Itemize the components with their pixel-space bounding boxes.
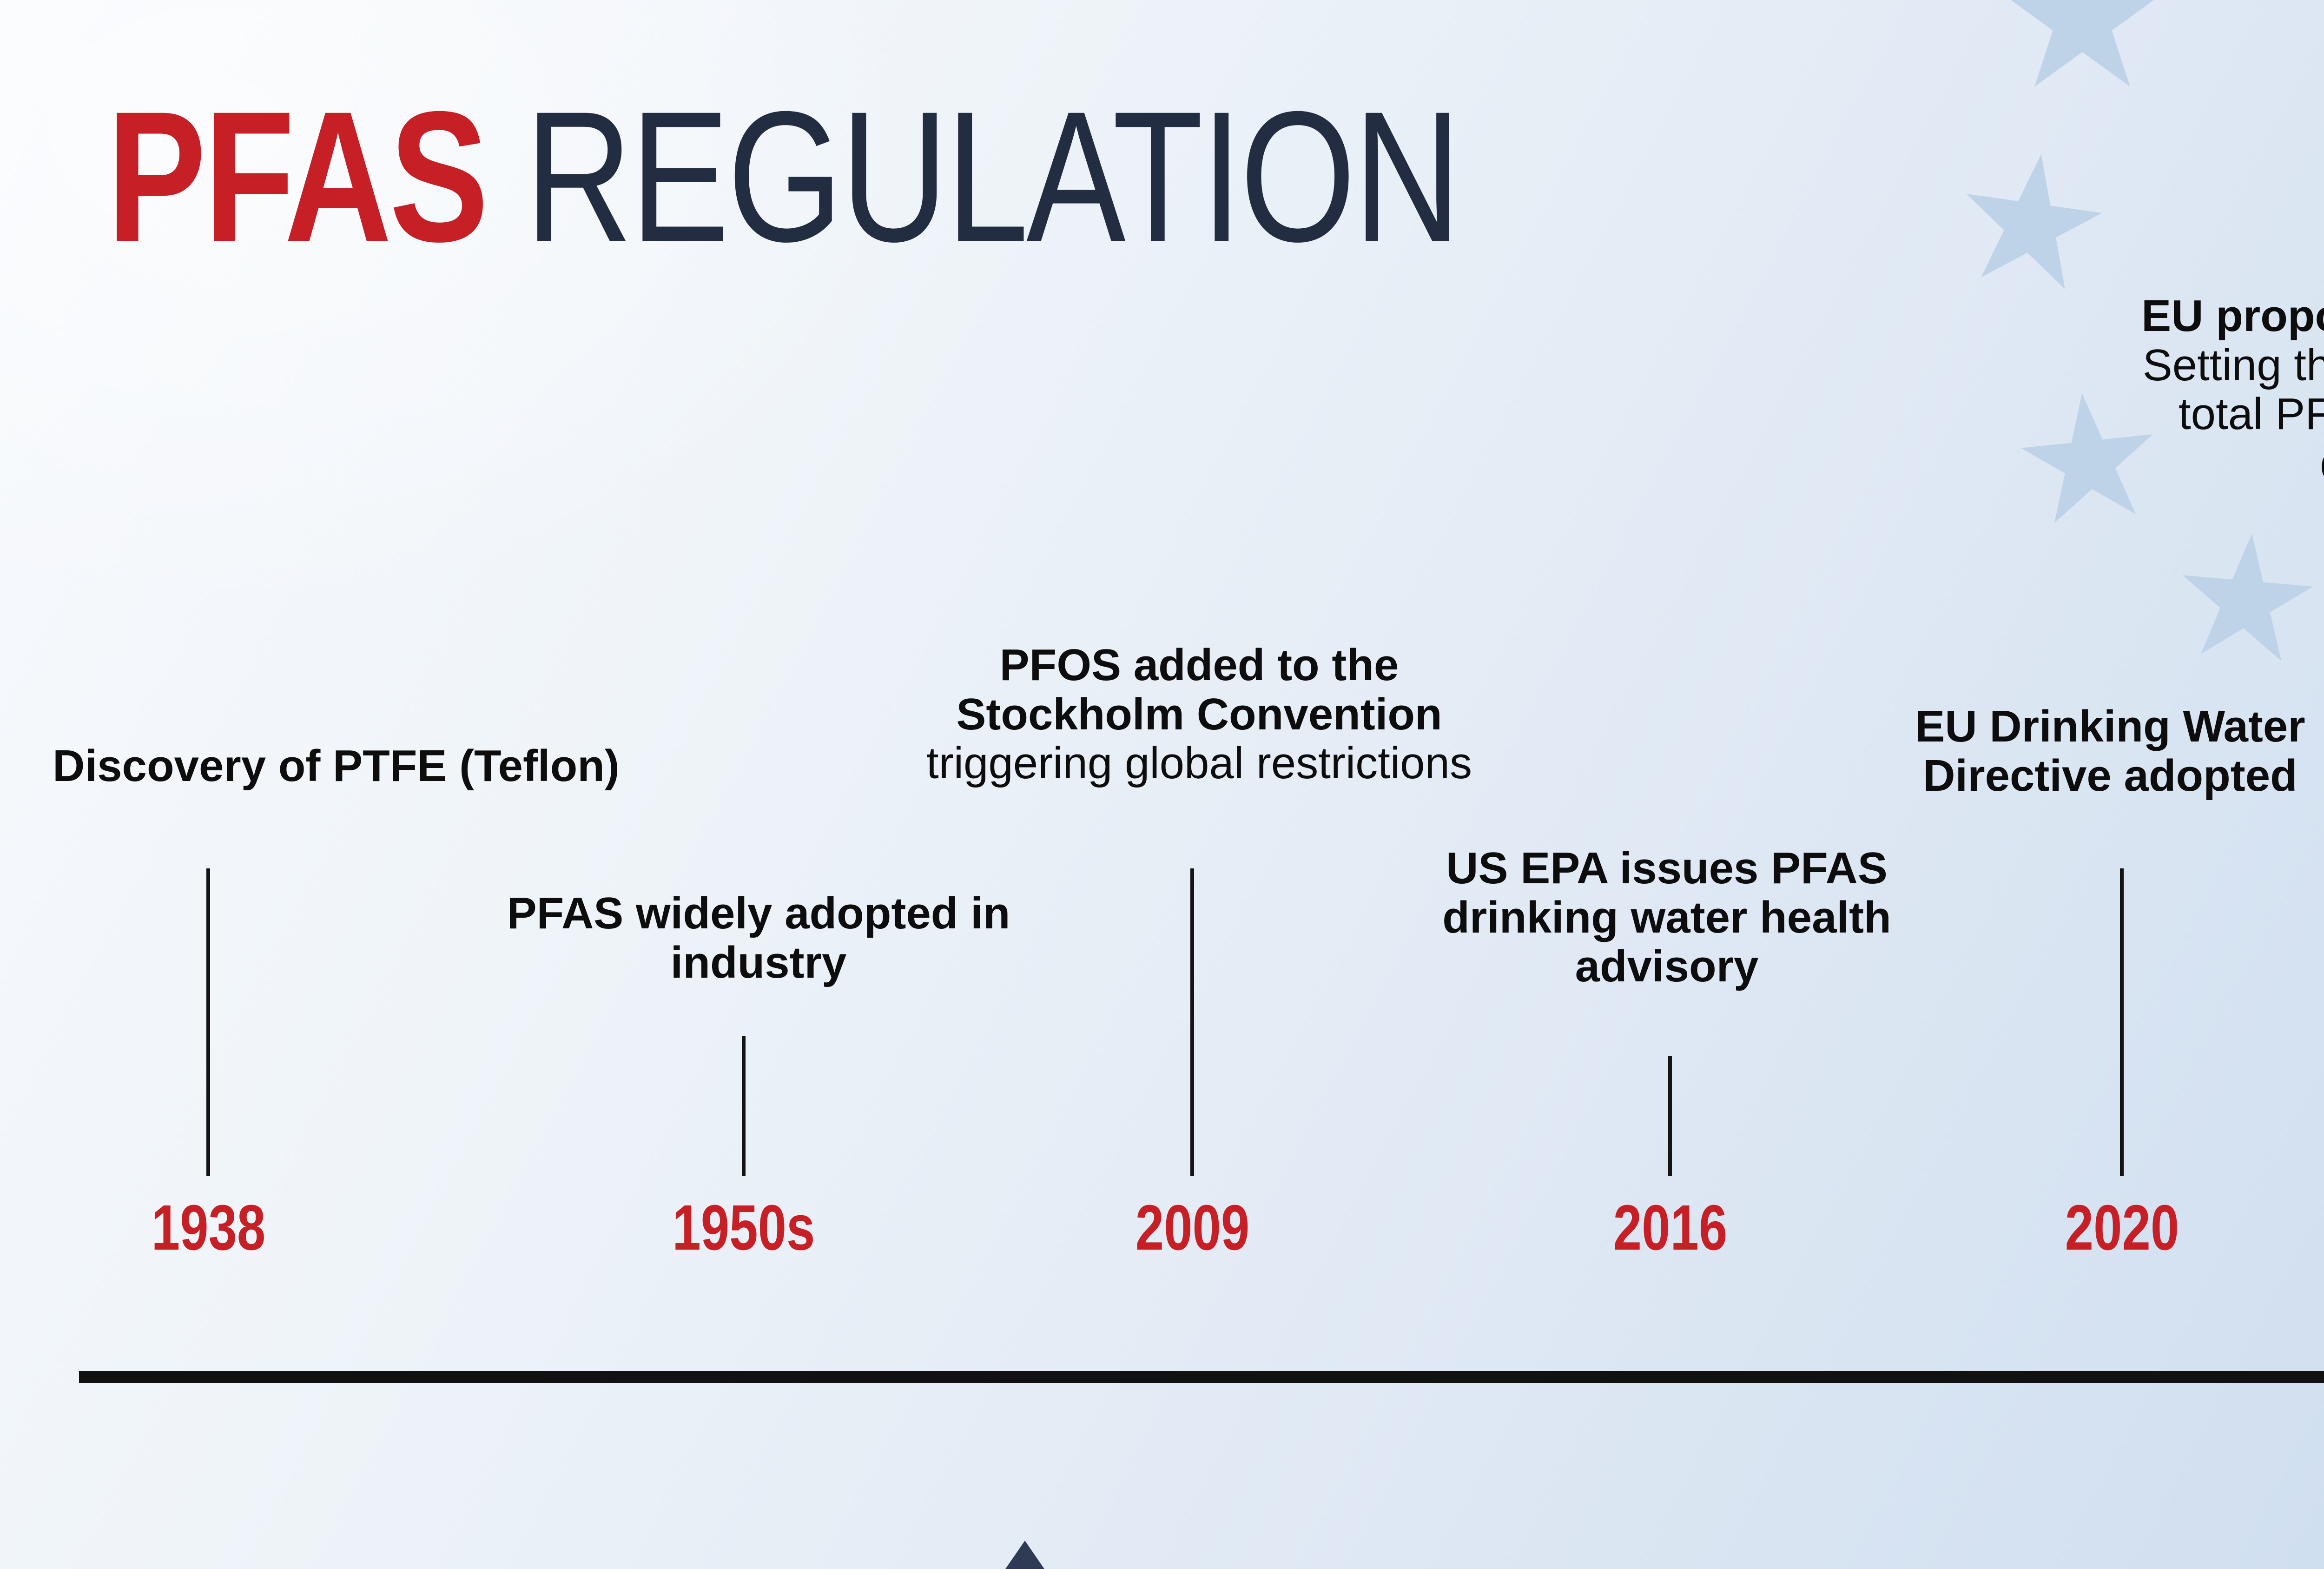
event-heading: EU proposes PFAS restriction: [2141, 291, 2324, 341]
event-heading: EU Drinking Water Directive adopted: [1915, 702, 2305, 801]
year-label-2016: 2016: [1531, 1196, 1809, 1260]
event-2016: US EPA issues PFAS drinking water health…: [1341, 844, 1992, 991]
year-label-2020: 2020: [1982, 1196, 2261, 1260]
title-accent: PFAS: [107, 73, 489, 280]
year-text: 1938: [151, 1192, 265, 1264]
page-title: PFAS REGULATION: [107, 84, 1461, 270]
eu-star-icon: [2005, 0, 2160, 87]
year-text: 2009: [1135, 1192, 1249, 1264]
event-2009: PFOS added to the Stockholm Convention t…: [851, 641, 1548, 788]
eu-star-icon: [1955, 144, 2109, 293]
title-rest: REGULATION: [525, 73, 1461, 280]
event-1950s: PFAS widely adopted in industry: [456, 889, 1061, 987]
event-2023: EU proposes PFAS restriction Setting the…: [2110, 291, 2324, 488]
year-label-1950s: 1950s: [604, 1196, 883, 1260]
year-text: 2020: [2065, 1192, 2179, 1264]
year-label-1938: 1938: [69, 1196, 348, 1260]
event-heading: US EPA issues PFAS drinking water health…: [1442, 843, 1891, 992]
event-1938: Discovery of PTFE (Teflon): [34, 741, 638, 791]
event-heading: Discovery of PTFE (Teflon): [53, 741, 620, 791]
event-detail: Setting the first binding limits for tot…: [2142, 340, 2324, 488]
event-heading: PFAS widely adopted in industry: [507, 888, 1010, 987]
event-2020: EU Drinking Water Directive adopted: [1808, 702, 2324, 800]
year-text: 1950s: [672, 1192, 815, 1264]
bottom-star-tip-icon: [1005, 1541, 1044, 1569]
year-label-2009: 2009: [1053, 1196, 1332, 1260]
event-heading: PFOS added to the Stockholm Convention: [956, 640, 1442, 739]
eu-star-icon: [2176, 528, 2317, 663]
event-detail: triggering global restrictions: [926, 738, 1472, 788]
year-text: 2016: [1613, 1192, 1727, 1264]
